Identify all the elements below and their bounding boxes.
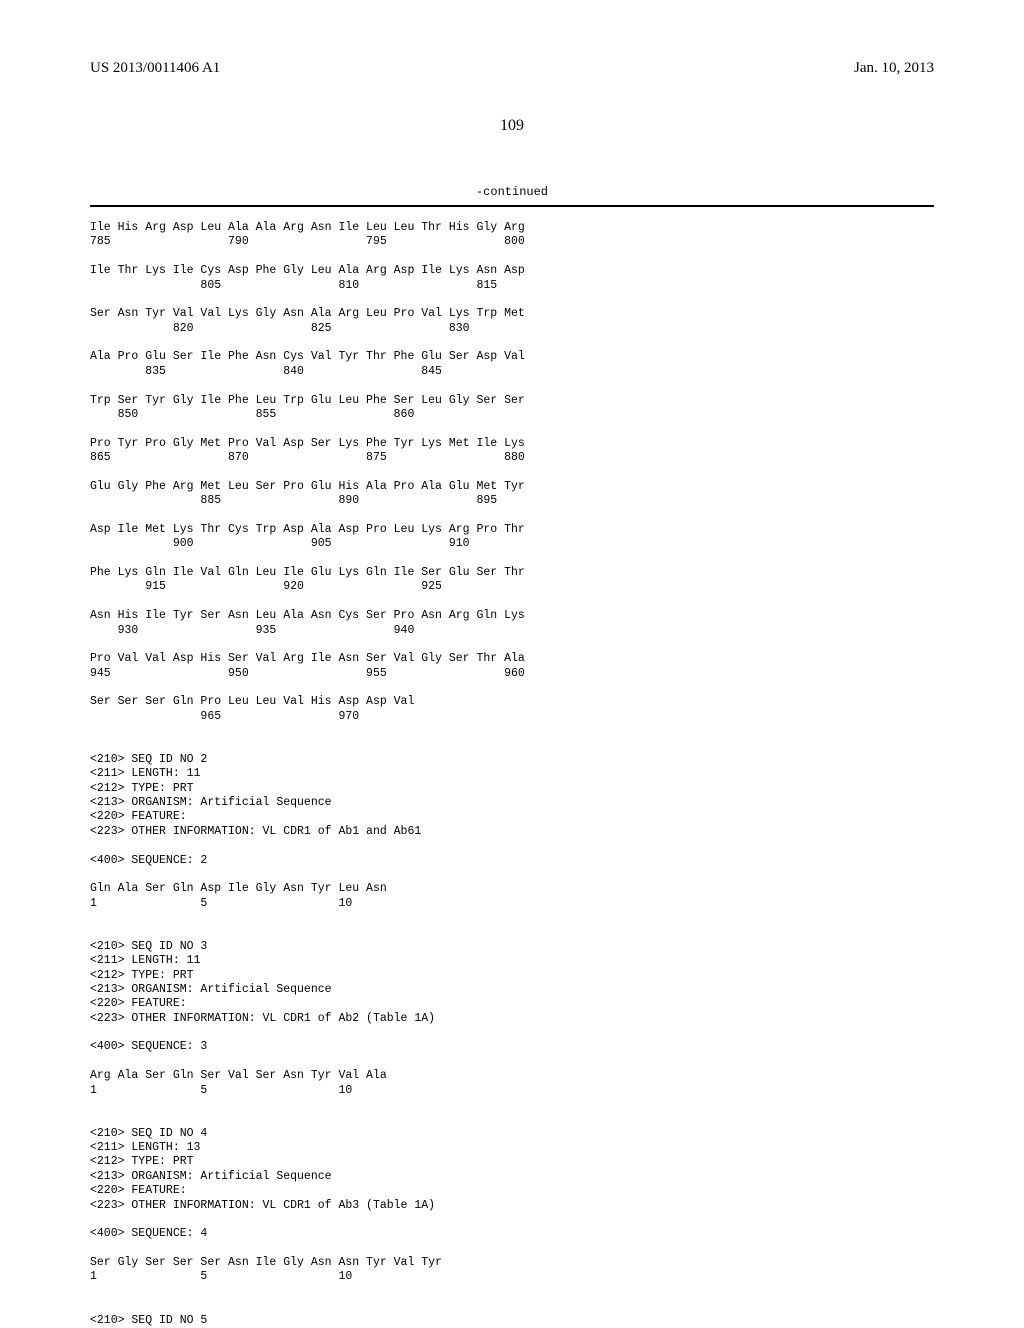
patent-page: US 2013/0011406 A1 Jan. 10, 2013 109 -co… bbox=[0, 0, 1024, 1320]
page-header: US 2013/0011406 A1 Jan. 10, 2013 bbox=[90, 60, 934, 77]
page-number: 109 bbox=[90, 117, 934, 135]
divider bbox=[90, 205, 934, 207]
publication-number: US 2013/0011406 A1 bbox=[90, 60, 220, 77]
publication-date: Jan. 10, 2013 bbox=[854, 60, 934, 77]
sequence-listing: Ile His Arg Asp Leu Ala Ala Arg Asn Ile … bbox=[90, 221, 934, 1328]
continued-label: -continued bbox=[90, 185, 934, 199]
